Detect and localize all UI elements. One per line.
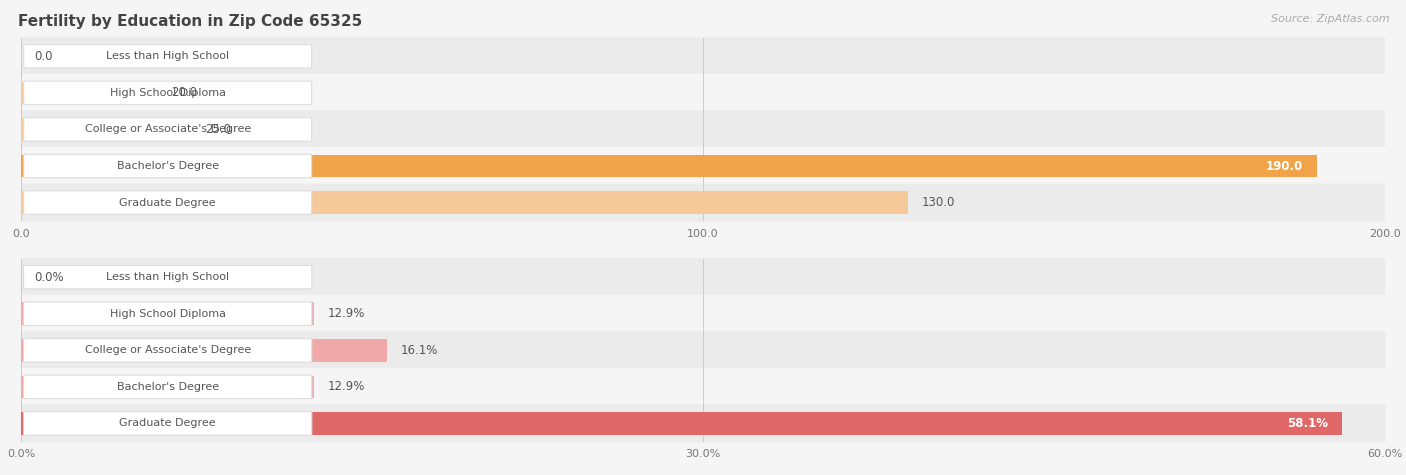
Text: 0.0: 0.0 bbox=[35, 50, 53, 63]
Text: Fertility by Education in Zip Code 65325: Fertility by Education in Zip Code 65325 bbox=[18, 14, 363, 29]
FancyBboxPatch shape bbox=[24, 339, 312, 362]
Text: Bachelor's Degree: Bachelor's Degree bbox=[117, 161, 219, 171]
Bar bbox=[21, 82, 157, 104]
Text: 0.0%: 0.0% bbox=[35, 271, 65, 284]
Text: Graduate Degree: Graduate Degree bbox=[120, 198, 217, 208]
Text: Source: ZipAtlas.com: Source: ZipAtlas.com bbox=[1271, 14, 1389, 24]
FancyBboxPatch shape bbox=[24, 302, 312, 325]
Text: 16.1%: 16.1% bbox=[401, 344, 439, 357]
Bar bbox=[21, 155, 1317, 177]
Bar bbox=[21, 303, 315, 325]
Bar bbox=[21, 412, 1341, 435]
Text: 12.9%: 12.9% bbox=[328, 307, 366, 320]
FancyBboxPatch shape bbox=[21, 110, 1385, 149]
Text: 130.0: 130.0 bbox=[921, 196, 955, 209]
FancyBboxPatch shape bbox=[21, 258, 1385, 296]
FancyBboxPatch shape bbox=[24, 266, 312, 289]
FancyBboxPatch shape bbox=[21, 294, 1385, 333]
FancyBboxPatch shape bbox=[24, 118, 312, 141]
Text: College or Associate's Degree: College or Associate's Degree bbox=[84, 345, 250, 355]
Text: Graduate Degree: Graduate Degree bbox=[120, 418, 217, 428]
Text: Bachelor's Degree: Bachelor's Degree bbox=[117, 382, 219, 392]
FancyBboxPatch shape bbox=[24, 45, 312, 68]
FancyBboxPatch shape bbox=[21, 147, 1385, 185]
FancyBboxPatch shape bbox=[21, 74, 1385, 112]
Text: 190.0: 190.0 bbox=[1265, 160, 1303, 172]
Bar bbox=[21, 339, 387, 361]
Text: 58.1%: 58.1% bbox=[1286, 417, 1329, 430]
Text: High School Diploma: High School Diploma bbox=[110, 309, 226, 319]
FancyBboxPatch shape bbox=[21, 183, 1385, 222]
Bar bbox=[21, 118, 191, 141]
Text: 20.0: 20.0 bbox=[172, 86, 197, 99]
FancyBboxPatch shape bbox=[21, 331, 1385, 370]
Text: Less than High School: Less than High School bbox=[105, 51, 229, 61]
FancyBboxPatch shape bbox=[21, 37, 1385, 76]
FancyBboxPatch shape bbox=[24, 154, 312, 178]
FancyBboxPatch shape bbox=[24, 375, 312, 399]
FancyBboxPatch shape bbox=[24, 412, 312, 435]
Text: High School Diploma: High School Diploma bbox=[110, 88, 226, 98]
Text: 25.0: 25.0 bbox=[205, 123, 231, 136]
FancyBboxPatch shape bbox=[21, 404, 1385, 443]
Text: 12.9%: 12.9% bbox=[328, 380, 366, 393]
Bar bbox=[21, 191, 908, 214]
FancyBboxPatch shape bbox=[21, 368, 1385, 406]
FancyBboxPatch shape bbox=[24, 191, 312, 214]
FancyBboxPatch shape bbox=[24, 81, 312, 104]
Text: College or Associate's Degree: College or Associate's Degree bbox=[84, 124, 250, 134]
Bar bbox=[21, 376, 315, 398]
Text: Less than High School: Less than High School bbox=[105, 272, 229, 282]
